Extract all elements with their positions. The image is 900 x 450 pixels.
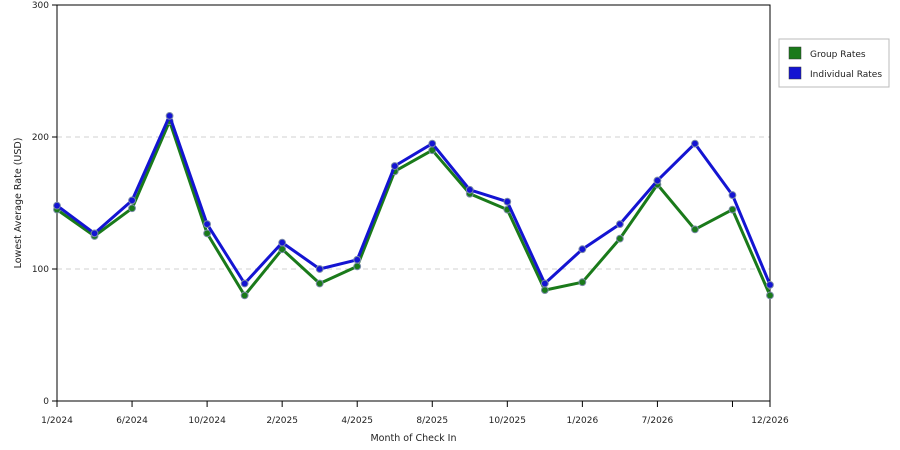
data-point (353, 255, 362, 264)
data-point (203, 220, 212, 229)
series-layer (53, 111, 774, 300)
data-point (203, 229, 212, 238)
x-tick-label: 1/2024 (41, 416, 73, 426)
legend-swatch (788, 66, 802, 80)
x-tick-label: 12/2026 (751, 416, 789, 426)
data-point (653, 176, 662, 185)
x-tick-label: 1/2026 (567, 416, 599, 426)
y-tick-label: 0 (43, 397, 49, 407)
x-tick-label: 7/2026 (642, 416, 674, 426)
x-tick-label: 10/2024 (188, 416, 226, 426)
data-point (278, 238, 287, 247)
data-point (615, 234, 624, 243)
x-axis-title: Month of Check In (370, 433, 456, 444)
data-point (240, 291, 249, 300)
data-point (728, 191, 737, 199)
data-point (503, 197, 512, 206)
data-point (691, 225, 699, 234)
data-point (728, 205, 737, 214)
data-point (578, 278, 587, 287)
data-point (428, 139, 437, 148)
data-point (128, 204, 136, 213)
series-line (56, 114, 772, 286)
x-tick-label: 2/2025 (266, 416, 298, 426)
data-point (540, 279, 549, 288)
legend-label: Individual Rates (810, 70, 882, 80)
data-point (240, 279, 249, 288)
x-tick-label: 10/2025 (489, 416, 526, 426)
data-point (353, 262, 362, 271)
y-axis-title: Lowest Average Rate (USD) (13, 138, 24, 269)
data-point (315, 265, 324, 273)
data-point (691, 139, 699, 148)
legend-label: Group Rates (810, 50, 866, 60)
series-line (56, 119, 772, 297)
data-point (165, 111, 174, 120)
data-point (390, 162, 399, 170)
data-point (615, 220, 624, 229)
data-point (540, 286, 549, 295)
data-point (766, 291, 774, 300)
data-point (578, 245, 587, 254)
x-axis: 1/2024 6/2024 10/2024 2/2025 4/2025 8/2025 10/… (41, 401, 789, 426)
series-individual-rates (53, 111, 774, 289)
y-tick-label: 300 (32, 1, 49, 11)
y-axis: 0 100 200 300 (32, 1, 57, 407)
data-point (90, 229, 99, 238)
data-point (465, 185, 474, 194)
legend: Group Rates Individual Rates (778, 38, 890, 88)
legend-swatch (788, 46, 802, 60)
data-point (766, 280, 774, 289)
y-tick-label: 100 (32, 265, 49, 275)
x-tick-label: 4/2025 (341, 416, 373, 426)
y-tick-label: 200 (32, 133, 49, 143)
data-point (53, 201, 61, 210)
x-tick-label: 6/2024 (116, 416, 148, 426)
x-tick-label: 8/2025 (416, 416, 448, 426)
data-point (128, 196, 136, 205)
data-point (315, 279, 324, 288)
